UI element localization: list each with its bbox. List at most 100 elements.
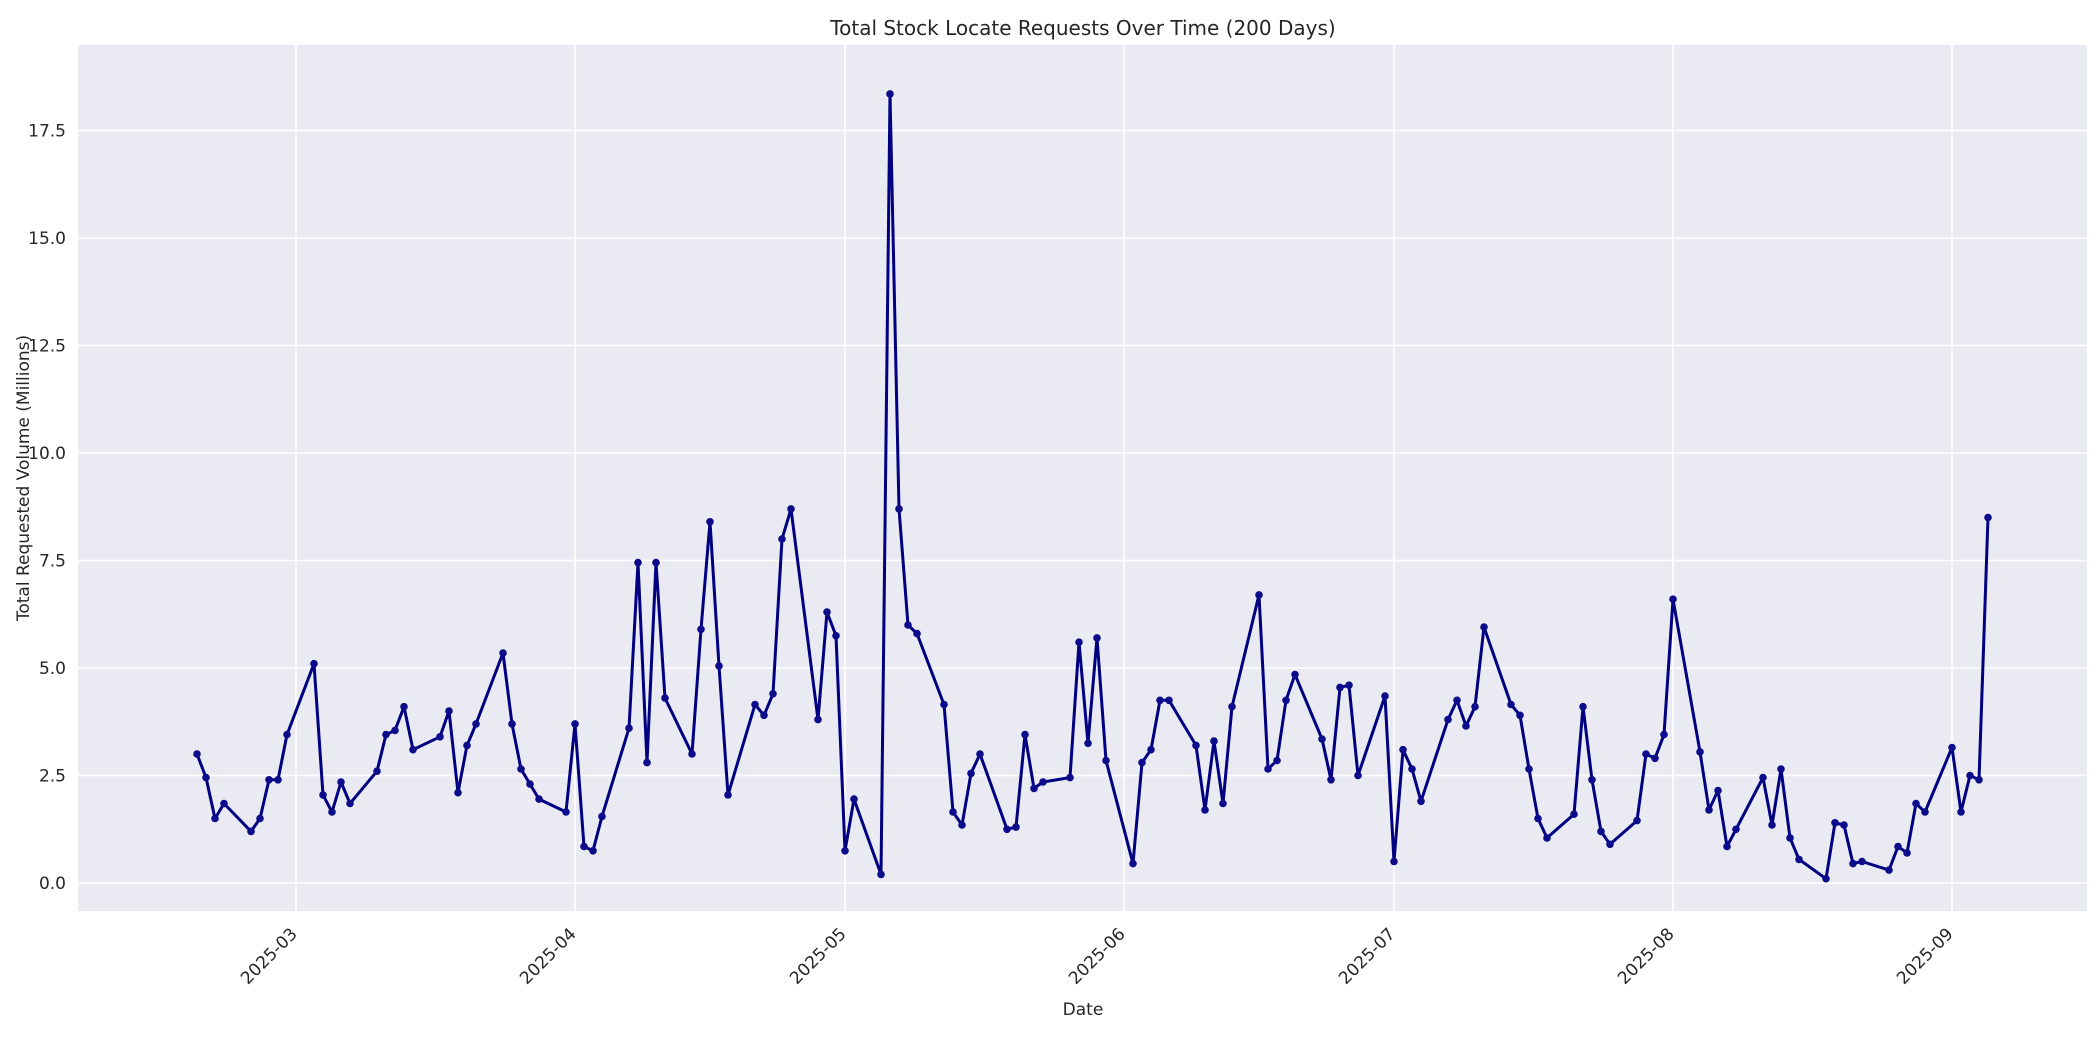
data-point [1147,745,1155,754]
data-point [1543,834,1551,842]
data-point [454,788,462,797]
data-point [949,808,957,816]
data-points [193,90,1992,883]
x-tick-labels: 2025-03 2025-04 2025-05 2025-06 2025-07 2025-… [237,924,1957,988]
data-point [1723,842,1731,851]
data-point [193,750,201,758]
data-point [1165,696,1173,705]
data-point [625,724,633,732]
data-point [1210,737,1218,745]
data-point [1381,692,1389,700]
data-point [220,799,228,808]
data-point [1525,765,1533,773]
data-point [337,778,345,786]
data-point [1291,670,1299,679]
data-point [1255,591,1263,599]
data-point [1039,778,1047,786]
data-point [526,780,534,788]
data-point [319,791,327,799]
data-point [1822,874,1830,883]
data-point [976,750,984,758]
data-point [760,711,768,720]
y-tick-label: 7.5 [39,552,66,572]
data-point [580,842,588,851]
data-point [256,814,264,823]
data-point [967,769,975,778]
data-point [1507,700,1515,709]
data-point [877,870,885,879]
gridlines [78,45,2087,911]
data-point [1912,799,1920,808]
data-point [697,625,705,634]
x-tick-label: 2025-08 [1614,924,1678,988]
data-point [1318,735,1326,743]
data-point [472,720,480,728]
data-point [643,758,651,767]
data-point [1264,765,1272,773]
data-point [391,726,399,735]
data-point [1534,814,1542,823]
data-point [1453,696,1461,705]
data-point [1138,758,1146,767]
data-point [1219,799,1227,808]
data-point [1894,842,1902,851]
x-tick-label: 2025-07 [1335,924,1399,988]
data-point [1408,765,1416,773]
data-point [1966,771,1974,780]
data-point [913,629,921,638]
data-point [1075,638,1083,646]
data-point [202,773,210,782]
data-point [1156,696,1164,705]
data-point [1759,773,1767,782]
y-tick-label: 0.0 [39,874,66,894]
data-point [1588,776,1596,784]
data-point [1579,702,1587,711]
data-point [1885,866,1893,874]
data-point [1696,748,1704,756]
data-point [886,90,894,98]
data-point [706,518,714,526]
data-point [1201,806,1209,814]
data-point [1354,771,1362,780]
data-point [1732,825,1740,834]
data-point [1606,840,1614,849]
data-point [1084,739,1092,748]
data-point [715,662,723,670]
data-point [1462,722,1470,730]
y-axis-label: Total Requested Volume (Millions) [14,334,34,622]
y-tick-label: 12.5 [28,337,66,357]
data-point [499,649,507,657]
data-point [373,767,381,775]
y-tick-labels: 0.0 2.5 5.0 7.5 10.0 12.5 15.0 17.5 [28,122,66,895]
data-point [346,799,354,808]
data-point [1345,681,1353,689]
data-point [382,730,390,739]
data-point [1480,623,1488,631]
data-point [634,558,642,567]
data-point [571,720,579,728]
y-tick-label: 10.0 [28,444,66,464]
x-tick-label: 2025-04 [516,924,580,988]
data-point [1633,816,1641,825]
data-point [436,733,444,741]
data-point [1417,797,1425,806]
x-tick-label: 2025-06 [1065,924,1129,988]
data-point [850,795,858,803]
data-point [1858,857,1866,866]
data-point [1957,808,1965,816]
data-point [958,821,966,829]
data-point [1066,773,1074,782]
x-tick-label: 2025-03 [237,924,301,988]
data-point [463,741,471,750]
data-point [1984,513,1992,522]
data-point [562,808,570,816]
data-point [1471,702,1479,711]
data-point [1444,715,1452,724]
data-point [1282,696,1290,705]
data-point [1102,756,1110,765]
data-point [1516,711,1524,720]
y-tick-label: 17.5 [28,122,66,142]
data-point [400,702,408,711]
